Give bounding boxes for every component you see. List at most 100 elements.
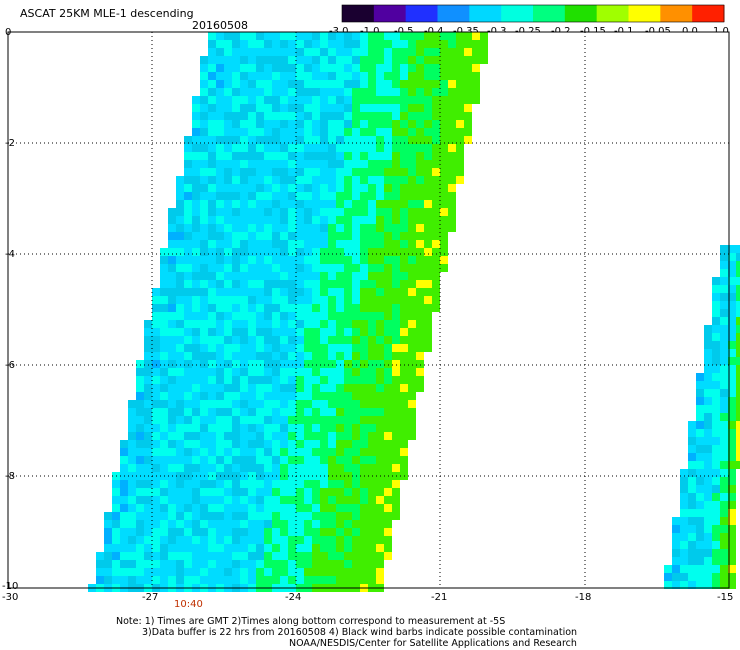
- swath-cell: [344, 216, 352, 224]
- swath-cell: [296, 232, 304, 240]
- swath-cell: [368, 32, 376, 40]
- swath-cell: [392, 40, 400, 48]
- swath-cell: [200, 320, 208, 328]
- swath-cell: [312, 232, 320, 240]
- swath-cell: [376, 280, 384, 288]
- swath-cell: [296, 168, 304, 176]
- swath-cell: [120, 520, 128, 528]
- swath-cell: [424, 96, 432, 104]
- swath-cell: [272, 320, 280, 328]
- swath-cell: [280, 432, 288, 440]
- swath-cell: [712, 541, 720, 549]
- swath-cell: [368, 536, 376, 544]
- swath-cell: [344, 56, 352, 64]
- swath-cell: [392, 136, 400, 144]
- swath-cell: [192, 184, 200, 192]
- swath-cell: [400, 464, 408, 472]
- swath-cell: [320, 352, 328, 360]
- swath-cell: [184, 456, 192, 464]
- swath-cell: [432, 80, 440, 88]
- swath-cell: [264, 152, 272, 160]
- swath-cell: [256, 208, 264, 216]
- swath-cell: [352, 520, 360, 528]
- swath-cell: [176, 528, 184, 536]
- swath-cell: [184, 208, 192, 216]
- swath-cell: [360, 344, 368, 352]
- swath-cell: [376, 520, 384, 528]
- swath-cell: [360, 184, 368, 192]
- swath-cell: [232, 424, 240, 432]
- swath-cell: [232, 168, 240, 176]
- swath-cell: [704, 533, 712, 541]
- swath-cell: [280, 112, 288, 120]
- swath-cell: [264, 440, 272, 448]
- swath-cell: [136, 552, 144, 560]
- swath-cell: [192, 192, 200, 200]
- swath-cell: [704, 485, 712, 493]
- swath-cell: [208, 152, 216, 160]
- swath-cell: [176, 416, 184, 424]
- swath-cell: [352, 200, 360, 208]
- swath-cell: [424, 160, 432, 168]
- swath-cell: [296, 160, 304, 168]
- swath-cell: [720, 261, 728, 269]
- swath-cell: [296, 280, 304, 288]
- swath-cell: [360, 120, 368, 128]
- swath-cell: [160, 576, 168, 584]
- swath-cell: [336, 160, 344, 168]
- swath-cell: [392, 512, 400, 520]
- swath-cell: [272, 376, 280, 384]
- swath-cell: [408, 344, 416, 352]
- swath-cell: [264, 88, 272, 96]
- swath-cell: [160, 432, 168, 440]
- swath-cell: [168, 392, 176, 400]
- swath-cell: [368, 360, 376, 368]
- swath-cell: [288, 568, 296, 576]
- swath-cell: [416, 64, 424, 72]
- swath-cell: [688, 549, 696, 557]
- swath-cell: [248, 384, 256, 392]
- swath-cell: [280, 96, 288, 104]
- swath-cell: [376, 344, 384, 352]
- swath-cell: [168, 240, 176, 248]
- swath-cell: [344, 232, 352, 240]
- swath-cell: [304, 320, 312, 328]
- swath-cell: [704, 517, 712, 525]
- swath-cell: [152, 568, 160, 576]
- swath-cell: [336, 200, 344, 208]
- swath-cell: [296, 568, 304, 576]
- swath-cell: [208, 200, 216, 208]
- swath-cell: [704, 421, 712, 429]
- swath-cell: [336, 352, 344, 360]
- swath-cell: [264, 256, 272, 264]
- swath-cell: [192, 520, 200, 528]
- swath-cell: [336, 552, 344, 560]
- swath-cell: [256, 480, 264, 488]
- swath-cell: [96, 560, 104, 568]
- swath-cell: [704, 477, 712, 485]
- swath-cell: [224, 312, 232, 320]
- swath-cell: [96, 576, 104, 584]
- swath-cell: [240, 120, 248, 128]
- swath-cell: [392, 264, 400, 272]
- swath-cell: [392, 200, 400, 208]
- swath-cell: [168, 248, 176, 256]
- swath-cell: [712, 389, 720, 397]
- swath-cell: [152, 376, 160, 384]
- swath-cell: [216, 224, 224, 232]
- swath-cell: [440, 232, 448, 240]
- swath-cell: [248, 104, 256, 112]
- swath-cell: [400, 104, 408, 112]
- swath-cell: [384, 368, 392, 376]
- swath-cell: [368, 512, 376, 520]
- swath-cell: [296, 80, 304, 88]
- swath-cell: [216, 256, 224, 264]
- swath-cell: [712, 581, 720, 589]
- swath-cell: [432, 128, 440, 136]
- swath-cell: [200, 136, 208, 144]
- swath-cell: [360, 208, 368, 216]
- swath-cell: [432, 56, 440, 64]
- swath-cell: [176, 568, 184, 576]
- swath-cell: [304, 488, 312, 496]
